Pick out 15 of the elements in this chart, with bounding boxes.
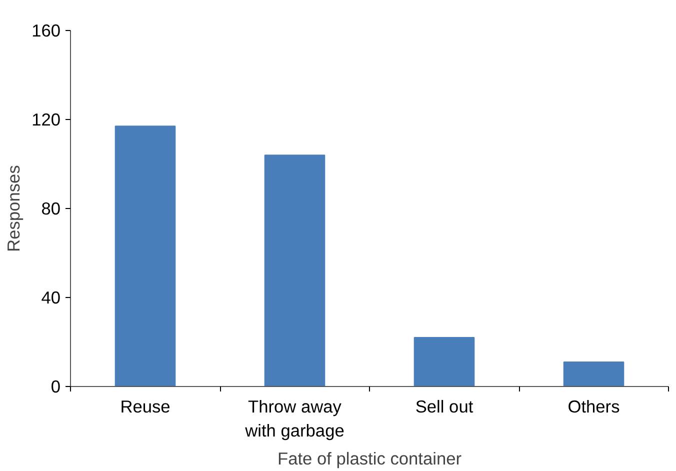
x-tick-label: Others bbox=[568, 396, 620, 416]
bar bbox=[563, 362, 624, 386]
x-tick-label: Throw away with garbage bbox=[244, 396, 344, 440]
bar bbox=[264, 154, 326, 386]
y-tick-label: 0 bbox=[50, 376, 61, 396]
y-axis-title: Responses bbox=[4, 164, 24, 252]
bar bbox=[414, 337, 475, 386]
y-tick-label: 80 bbox=[41, 198, 61, 218]
y-tick-label: 40 bbox=[41, 288, 61, 308]
x-tick-label: Sell out bbox=[415, 396, 474, 416]
y-tick-label: 120 bbox=[32, 110, 61, 130]
x-axis-title: Fate of plastic container bbox=[278, 448, 462, 468]
y-tick-label: 160 bbox=[32, 20, 61, 40]
x-tick-label: Reuse bbox=[120, 396, 170, 416]
bar bbox=[114, 126, 176, 386]
